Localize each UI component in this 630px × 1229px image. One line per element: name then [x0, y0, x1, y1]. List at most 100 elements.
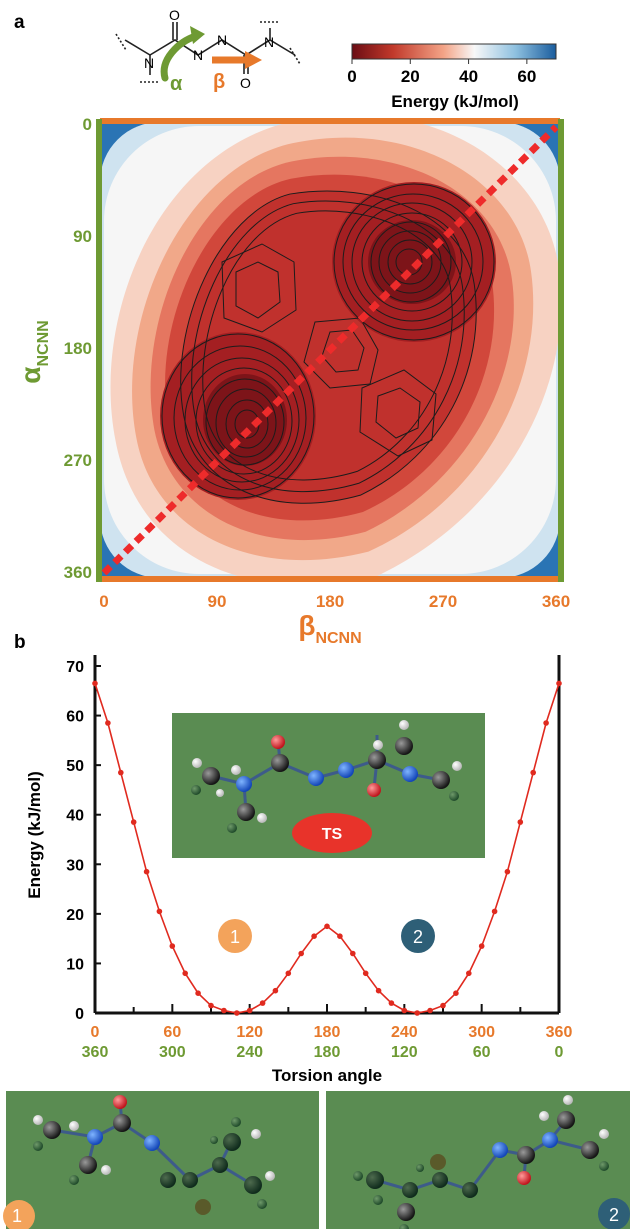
ts-label: TS — [322, 826, 343, 843]
energy-data-point — [247, 1008, 253, 1014]
atom-n2: N — [193, 47, 203, 63]
torsion-tick-label-bottom: 120 — [391, 1044, 418, 1061]
energy-data-point — [118, 770, 124, 776]
energy-tick-label: 60 — [66, 709, 84, 726]
energy-data-point — [337, 933, 343, 939]
alpha-tick-label: 180 — [64, 339, 92, 358]
energy-data-point — [105, 720, 111, 726]
energy-data-point — [208, 1003, 214, 1009]
energy-data-point — [556, 681, 562, 687]
torsion-tick-label-top: 300 — [468, 1024, 495, 1041]
energy-data-point — [234, 1010, 240, 1016]
atom-n4: N — [264, 34, 274, 50]
torsion-tick-label-top: 180 — [314, 1024, 341, 1041]
energy-data-point — [530, 770, 536, 776]
energy-tick-label: 70 — [66, 659, 84, 676]
alpha-axis-subscript: NCNN — [35, 320, 52, 366]
colorbar-tick-label: 40 — [459, 67, 478, 86]
alpha-tick-label: 270 — [64, 451, 92, 470]
energy-data-point — [427, 1008, 433, 1014]
energy-data-point — [414, 1010, 420, 1016]
energy-data-point — [440, 1003, 446, 1009]
energy-data-point — [518, 819, 524, 825]
torsion-tick-label-top: 0 — [91, 1024, 100, 1041]
beta-tick-label: 270 — [429, 592, 457, 611]
energy-data-point — [402, 1008, 408, 1014]
structure-1-image — [6, 1091, 319, 1229]
energy-data-point — [131, 819, 137, 825]
minimum-2-label: 2 — [413, 927, 423, 947]
beta-tick-label: 180 — [316, 592, 344, 611]
energy-data-point — [273, 988, 279, 994]
beta-axis-symbol: β — [298, 610, 315, 641]
energy-data-point — [92, 681, 98, 687]
energy-data-point — [182, 971, 188, 977]
colorbar-tick-label: 20 — [401, 67, 420, 86]
energy-heatmap — [74, 87, 598, 612]
energy-tick-label: 10 — [66, 956, 84, 973]
beta-arrow-head-icon — [245, 51, 262, 69]
atom-n3: N — [217, 32, 227, 48]
colorbar-ticks: 0 20 40 60 — [347, 59, 536, 86]
energy-data-point — [260, 1000, 266, 1006]
energy-data-point — [453, 990, 459, 996]
energy-tick-label: 0 — [75, 1006, 84, 1023]
beta-axis-subscript: NCNN — [315, 630, 361, 647]
torsion-tick-label-top: 60 — [163, 1024, 181, 1041]
energy-data-point — [195, 990, 201, 996]
torsion-tick-label-bottom: 300 — [159, 1044, 186, 1061]
colorbar-title: Energy (kJ/mol) — [391, 92, 519, 111]
alpha-symbol: α — [170, 73, 183, 95]
energy-data-point — [492, 909, 498, 915]
panel-a-label: a — [14, 12, 25, 33]
torsion-tick-label-bottom: 240 — [236, 1044, 263, 1061]
torsion-axis-label: Torsion angle — [272, 1066, 382, 1085]
energy-data-point — [543, 720, 549, 726]
atom-o1: O — [169, 7, 180, 23]
beta-axis-ticks: 0 90 180 270 360 — [99, 592, 570, 611]
minimum-1-label: 1 — [230, 927, 240, 947]
energy-tick-label: 30 — [66, 857, 84, 874]
energy-data-point — [389, 1000, 395, 1006]
atom-n1: N — [144, 55, 154, 71]
energy-data-point — [479, 943, 485, 949]
beta-tick-label: 360 — [542, 592, 570, 611]
energy-data-point — [363, 971, 369, 977]
alpha-axis-label: αNCNN — [15, 320, 52, 383]
beta-axis-label: βNCNN — [298, 610, 361, 647]
energy-tick-label: 50 — [66, 758, 84, 775]
colorbar — [352, 44, 556, 59]
torsion-schematic — [116, 22, 300, 82]
energy-data-point — [350, 951, 356, 957]
energy-data-point — [157, 909, 163, 915]
energy-data-point — [466, 971, 472, 977]
structure-1-label: 1 — [12, 1206, 22, 1226]
energy-data-point — [311, 933, 317, 939]
torsion-tick-label-bottom: 0 — [555, 1044, 564, 1061]
energy-data-point — [144, 869, 150, 875]
beta-tick-label: 0 — [99, 592, 108, 611]
structure-2-label: 2 — [609, 1205, 619, 1225]
torsion-tick-label-bottom: 60 — [473, 1044, 491, 1061]
alpha-arrow-icon — [164, 36, 196, 78]
torsion-tick-label-top: 120 — [236, 1024, 263, 1041]
torsion-tick-label-top: 240 — [391, 1024, 418, 1041]
alpha-tick-label: 360 — [64, 563, 92, 582]
alpha-tick-label: 90 — [73, 227, 92, 246]
panel-b-label: b — [14, 632, 26, 653]
atom-o2: O — [240, 75, 251, 91]
torsion-tick-label-bottom: 180 — [314, 1044, 341, 1061]
energy-tick-label: 40 — [66, 808, 84, 825]
energy-data-point — [376, 988, 382, 994]
energy-data-point — [170, 943, 176, 949]
beta-symbol: β — [213, 71, 225, 93]
energy-data-point — [286, 971, 292, 977]
beta-tick-label: 90 — [208, 592, 227, 611]
structure-2-image — [326, 1091, 630, 1229]
colorbar-tick-label: 0 — [347, 67, 356, 86]
energy-data-point — [324, 924, 330, 930]
alpha-axis-ticks: 0 90 180 270 360 — [64, 115, 92, 582]
energy-data-point — [221, 1008, 227, 1014]
colorbar-tick-label: 60 — [517, 67, 536, 86]
torsion-tick-label-bottom: 360 — [82, 1044, 109, 1061]
